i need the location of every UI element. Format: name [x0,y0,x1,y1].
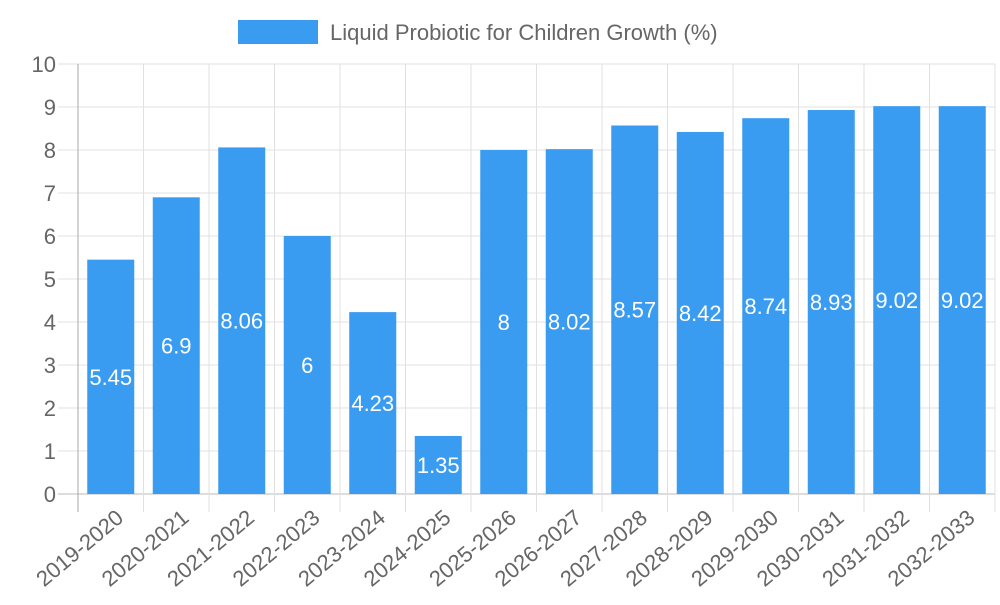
bar [283,236,331,494]
data-label: 8.93 [810,290,853,315]
data-label: 8.06 [220,309,263,334]
grid [58,63,996,512]
bar [807,110,855,494]
y-tick-label: 7 [44,181,56,206]
y-tick-label: 9 [44,95,56,120]
y-tick-label: 2 [44,396,56,421]
data-label: 4.23 [351,391,394,416]
data-label: 9.02 [875,288,918,313]
y-tick-label: 5 [44,267,56,292]
legend[interactable]: Liquid Probiotic for Children Growth (%) [238,20,718,45]
y-tick-label: 3 [44,353,56,378]
bar [152,197,200,495]
x-axis-ticks: 2019-20202020-20212021-20222022-20232023… [31,505,979,592]
bar [938,106,986,494]
data-label: 8.02 [548,310,591,335]
bar [87,259,135,494]
y-tick-label: 10 [32,52,56,77]
data-label: 8.74 [744,294,787,319]
y-tick-label: 8 [44,138,56,163]
data-label: 8.42 [679,301,722,326]
bars [87,106,986,495]
legend-swatch [238,20,318,44]
bar [676,131,724,494]
y-tick-label: 1 [44,439,56,464]
bar [545,149,593,494]
y-tick-label: 0 [44,482,56,507]
data-label: 6.9 [161,334,192,359]
legend-label: Liquid Probiotic for Children Growth (%) [330,20,718,45]
bar [218,147,266,495]
bar [742,118,790,495]
y-tick-label: 6 [44,224,56,249]
bar [349,312,397,494]
data-label: 8 [498,310,510,335]
data-label: 5.45 [89,365,132,390]
data-label: 6 [301,353,313,378]
data-label: 1.35 [417,453,460,478]
bar [611,125,659,495]
data-label: 8.57 [613,298,656,323]
bar [873,106,921,494]
y-tick-label: 4 [44,310,56,335]
y-axis-ticks: 0 1 2 3 4 5 6 7 8 9 10 [32,52,56,507]
bar [414,435,462,494]
bar [480,150,528,494]
data-labels: 5.45 6.9 8.06 6 4.23 1.35 8 8.02 8.57 8.42 8.74 8.9… [89,288,983,478]
data-label: 9.02 [941,288,984,313]
